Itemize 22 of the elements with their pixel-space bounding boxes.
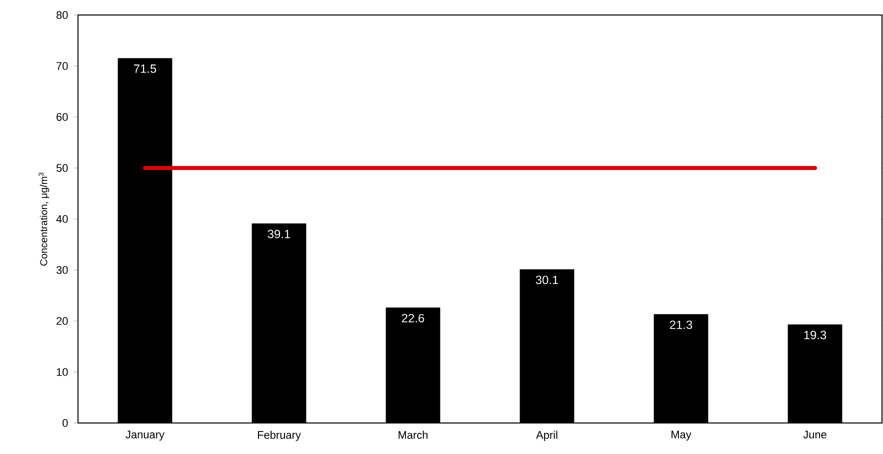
y-tick-label: 80 [56, 11, 68, 19]
x-tick-label: May [672, 430, 692, 441]
data-label: 71.5 [134, 64, 156, 73]
x-tick-label: April [536, 430, 558, 441]
data-label: 21.3 [670, 320, 692, 330]
data-label: 30.1 [536, 276, 558, 284]
y-tick-label: 40 [56, 215, 68, 223]
y-tick-label: 20 [56, 317, 68, 325]
y-tick-label: 0 [62, 419, 68, 427]
y-tick-label: 50 [56, 164, 68, 172]
y-axis-title: Concentration, μg/m$^{3}$ [38, 172, 50, 266]
data-label: 22.6 [402, 314, 424, 322]
y-tick-label: 70 [56, 62, 68, 70]
y-tick-label: 10 [56, 368, 68, 376]
y-tick-label: 30 [56, 266, 68, 274]
x-tick-label: March [398, 430, 428, 439]
data-label: 39.1 [268, 230, 290, 238]
x-tick-label: February [258, 430, 301, 441]
x-tick-label: June [803, 430, 826, 438]
data-label: 19.3 [804, 330, 826, 340]
y-tick-label: 60 [56, 113, 68, 121]
x-tick-label: January [126, 430, 164, 441]
